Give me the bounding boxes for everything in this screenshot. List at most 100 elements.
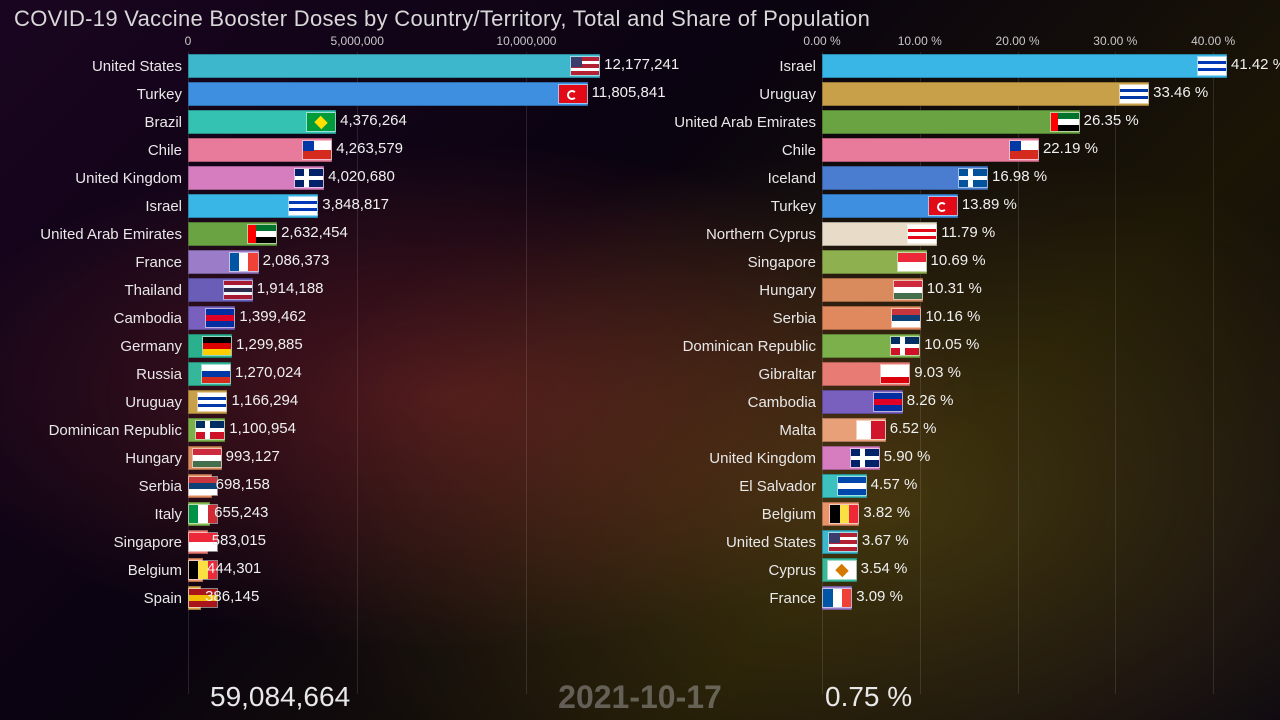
bar xyxy=(188,82,588,106)
bar-row: Chile 22.19 % xyxy=(642,136,1280,164)
value-label: 10.31 % xyxy=(927,280,982,297)
flag-icon xyxy=(195,420,225,440)
axis-tick: 40.00 % xyxy=(1191,34,1235,48)
chart-share: 0.00 %10.00 %20.00 %30.00 %40.00 % Israe… xyxy=(642,34,1266,694)
flag-icon xyxy=(890,336,920,356)
axis-tick: 5,000,000 xyxy=(331,34,384,48)
value-label: 3.09 % xyxy=(856,588,903,605)
flag-icon xyxy=(928,196,958,216)
axis-tick: 0.00 % xyxy=(803,34,840,48)
bar-row: Dominican Republic10.05 % xyxy=(642,332,1280,360)
country-label: Iceland xyxy=(642,170,822,187)
value-label: 5.90 % xyxy=(884,448,931,465)
value-label: 4.57 % xyxy=(871,476,918,493)
bar-row: Turkey13.89 % xyxy=(642,192,1280,220)
country-label: United States xyxy=(642,534,822,551)
value-label: 9.03 % xyxy=(914,364,961,381)
flag-icon xyxy=(829,504,859,524)
axis-tick: 20.00 % xyxy=(996,34,1040,48)
chart-total: 05,000,00010,000,000 United States12,177… xyxy=(8,34,632,694)
country-label: Belgium xyxy=(642,506,822,523)
value-label: 22.19 % xyxy=(1043,140,1098,157)
bar-row: United States 3.67 % xyxy=(642,528,1280,556)
flag-icon xyxy=(288,196,318,216)
flag-icon xyxy=(873,392,903,412)
flag-icon xyxy=(1197,56,1227,76)
value-label: 655,243 xyxy=(214,504,268,521)
bar-row: Iceland16.98 % xyxy=(642,164,1280,192)
flag-icon xyxy=(197,392,227,412)
flag-icon xyxy=(850,448,880,468)
axis-tick: 30.00 % xyxy=(1093,34,1137,48)
country-label: Turkey xyxy=(8,86,188,103)
country-label: Israel xyxy=(8,198,188,215)
axis-total: 05,000,00010,000,000 xyxy=(188,34,628,52)
country-label: Thailand xyxy=(8,282,188,299)
flag-icon xyxy=(306,112,336,132)
country-label: United States xyxy=(8,58,188,75)
country-label: Chile xyxy=(8,142,188,159)
country-label: El Salvador xyxy=(642,478,822,495)
value-label: 3.67 % xyxy=(862,532,909,549)
country-label: Singapore xyxy=(8,534,188,551)
flag-icon xyxy=(880,364,910,384)
flag-icon xyxy=(1050,112,1080,132)
flag-icon xyxy=(202,336,232,356)
country-label: Hungary xyxy=(8,450,188,467)
country-label: Israel xyxy=(642,58,822,75)
value-label: 1,166,294 xyxy=(231,392,298,409)
value-label: 583,015 xyxy=(212,532,266,549)
value-label: 1,270,024 xyxy=(235,364,302,381)
value-label: 4,020,680 xyxy=(328,168,395,185)
flag-icon xyxy=(247,224,277,244)
country-label: France xyxy=(8,254,188,271)
bar xyxy=(188,54,600,78)
flag-icon xyxy=(1119,84,1149,104)
plot-total: United States12,177,241Turkey11,805,841B… xyxy=(8,52,632,694)
value-label: 2,632,454 xyxy=(281,224,348,241)
flag-icon xyxy=(827,560,857,580)
bar xyxy=(822,138,1039,162)
bar-row: Gibraltar9.03 % xyxy=(642,360,1280,388)
bar-row: Serbia10.16 % xyxy=(642,304,1280,332)
country-label: United Arab Emirates xyxy=(642,114,822,131)
bar-row: Cambodia8.26 % xyxy=(642,388,1280,416)
flag-icon xyxy=(223,280,253,300)
country-label: Northern Cyprus xyxy=(642,226,822,243)
country-label: Cambodia xyxy=(642,394,822,411)
axis-tick: 10,000,000 xyxy=(496,34,556,48)
country-label: Italy xyxy=(8,506,188,523)
value-label: 386,145 xyxy=(205,588,259,605)
bar xyxy=(822,54,1227,78)
page-title: COVID-19 Vaccine Booster Doses by Countr… xyxy=(0,0,1280,34)
flag-icon xyxy=(828,532,858,552)
flag-icon xyxy=(856,420,886,440)
country-label: Malta xyxy=(642,422,822,439)
country-label: Cyprus xyxy=(642,562,822,579)
flag-icon xyxy=(958,168,988,188)
country-label: Singapore xyxy=(642,254,822,271)
country-label: United Kingdom xyxy=(8,170,188,187)
flag-icon xyxy=(1009,140,1039,160)
country-label: Chile xyxy=(642,142,822,159)
flag-icon xyxy=(294,168,324,188)
charts-container: 05,000,00010,000,000 United States12,177… xyxy=(0,34,1280,694)
flag-icon xyxy=(192,448,222,468)
value-label: 6.52 % xyxy=(890,420,937,437)
value-label: 33.46 % xyxy=(1153,84,1208,101)
value-label: 41.42 % xyxy=(1231,56,1280,73)
country-label: Spain xyxy=(8,590,188,607)
value-label: 13.89 % xyxy=(962,196,1017,213)
country-label: Dominican Republic xyxy=(8,422,188,439)
country-label: Cambodia xyxy=(8,310,188,327)
country-label: United Kingdom xyxy=(642,450,822,467)
flag-icon xyxy=(558,84,588,104)
value-label: 3.54 % xyxy=(861,560,908,577)
country-label: Serbia xyxy=(642,310,822,327)
country-label: United Arab Emirates xyxy=(8,226,188,243)
flag-icon xyxy=(188,476,218,496)
value-label: 1,914,188 xyxy=(257,280,324,297)
value-label: 1,100,954 xyxy=(229,420,296,437)
flag-icon xyxy=(229,252,259,272)
flag-icon xyxy=(822,588,852,608)
